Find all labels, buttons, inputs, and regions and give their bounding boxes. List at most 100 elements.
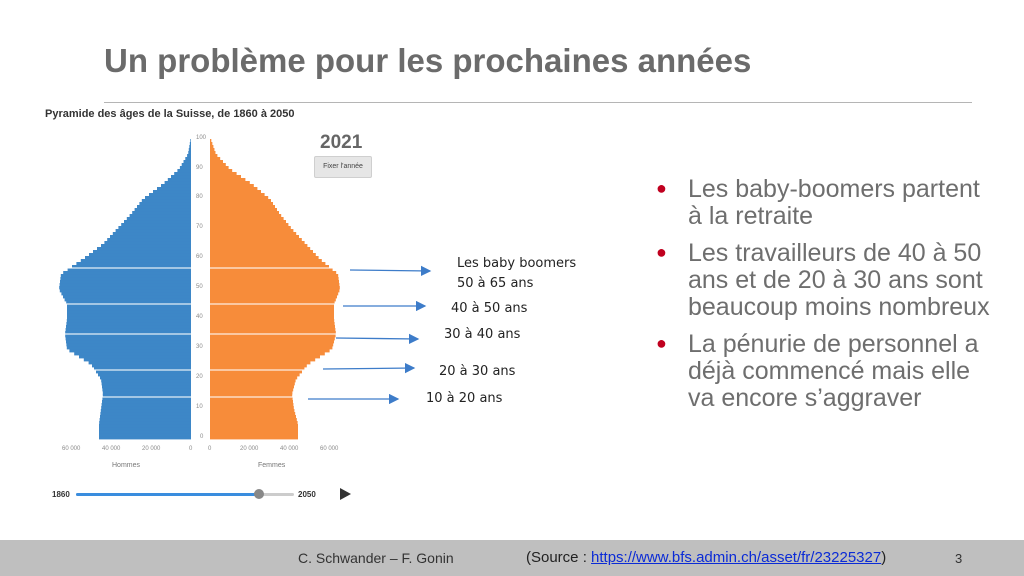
x-tick-left-60000: 60 000 bbox=[62, 446, 81, 452]
bar-women-age-89 bbox=[210, 169, 233, 173]
bar-women-age-61 bbox=[210, 253, 316, 257]
bar-men-age-81 bbox=[149, 193, 191, 197]
bar-men-age-80 bbox=[145, 196, 191, 200]
bar-men-age-93 bbox=[185, 157, 191, 161]
slider-handle[interactable] bbox=[254, 489, 265, 499]
bar-women-age-30 bbox=[210, 346, 333, 350]
bar-men-age-32 bbox=[66, 340, 191, 344]
bar-men-age-41 bbox=[67, 313, 191, 317]
y-tick-0: 0 bbox=[200, 434, 204, 440]
bar-women-age-84 bbox=[210, 184, 254, 188]
bar-women-age-54 bbox=[210, 274, 339, 278]
bar-women-age-24 bbox=[210, 364, 307, 368]
bar-men-age-13 bbox=[102, 397, 191, 401]
bar-women-age-6 bbox=[210, 418, 297, 422]
bar-men-age-95 bbox=[188, 151, 191, 155]
bar-men-age-21 bbox=[98, 373, 191, 377]
bar-men-age-9 bbox=[100, 409, 191, 413]
bar-men-age-8 bbox=[100, 412, 191, 416]
bar-women-age-47 bbox=[210, 295, 337, 299]
bar-men-age-22 bbox=[96, 370, 191, 374]
bar-women-age-53 bbox=[210, 277, 339, 281]
bar-women-age-85 bbox=[210, 181, 250, 185]
bar-women-age-86 bbox=[210, 178, 246, 182]
bar-women-age-52 bbox=[210, 280, 339, 284]
source-link[interactable]: https://www.bfs.admin.ch/asset/fr/232253… bbox=[591, 549, 882, 566]
bar-men-age-94 bbox=[187, 154, 191, 158]
bar-men-age-59 bbox=[80, 259, 191, 263]
play-icon[interactable] bbox=[340, 488, 351, 500]
bar-women-age-11 bbox=[210, 403, 294, 407]
bar-men-age-24 bbox=[92, 364, 191, 368]
bar-men-age-31 bbox=[66, 343, 191, 347]
bar-men-age-60 bbox=[85, 256, 191, 260]
bar-men-age-91 bbox=[181, 163, 191, 167]
x-tick-right-0: 0 bbox=[208, 446, 212, 452]
bar-women-age-37 bbox=[210, 325, 335, 329]
bar-women-age-16 bbox=[210, 388, 294, 392]
bar-men-age-97 bbox=[189, 145, 191, 149]
y-tick-20: 20 bbox=[196, 374, 203, 380]
y-tick-10: 10 bbox=[196, 404, 203, 410]
slide-title: Un problème pour les prochaines années bbox=[104, 42, 752, 79]
bar-men-age-46 bbox=[64, 298, 191, 302]
bar-men-age-19 bbox=[101, 379, 191, 383]
bar-women-age-62 bbox=[210, 250, 313, 254]
y-tick-60: 60 bbox=[196, 254, 203, 260]
bar-women-age-31 bbox=[210, 343, 334, 347]
bar-men-age-87 bbox=[171, 175, 191, 179]
bar-men-age-89 bbox=[177, 169, 191, 173]
fix-year-button[interactable]: Fixer l'année bbox=[314, 156, 372, 178]
x-title-men: Hommes bbox=[112, 462, 141, 469]
bar-men-age-15 bbox=[102, 391, 191, 395]
label-50-65: 50 à 65 ans bbox=[457, 276, 534, 291]
bar-men-age-51 bbox=[59, 283, 191, 287]
bar-women-age-70 bbox=[210, 226, 291, 230]
bar-men-age-56 bbox=[67, 268, 191, 272]
bar-men-age-67 bbox=[110, 235, 191, 239]
bar-women-age-46 bbox=[210, 298, 336, 302]
bar-women-age-17 bbox=[210, 385, 294, 389]
bar-men-age-38 bbox=[66, 322, 191, 326]
bar-women-age-2 bbox=[210, 430, 298, 434]
bar-women-age-3 bbox=[210, 427, 298, 431]
bar-women-age-26 bbox=[210, 358, 316, 362]
bar-men-age-54 bbox=[60, 274, 191, 278]
source-suffix: ) bbox=[881, 549, 887, 566]
bar-men-age-3 bbox=[99, 427, 191, 431]
year-slider[interactable] bbox=[76, 489, 294, 499]
bar-men-age-77 bbox=[137, 205, 191, 209]
bar-women-age-29 bbox=[210, 349, 330, 353]
bullet-list: ● Les baby-boomers partent à la retraite … bbox=[652, 176, 992, 422]
bar-women-age-63 bbox=[210, 247, 311, 251]
bullet-item: ● Les baby-boomers partent à la retraite bbox=[652, 176, 992, 230]
x-title-women: Femmes bbox=[258, 462, 286, 469]
bar-women-age-7 bbox=[210, 415, 296, 419]
bar-men-age-84 bbox=[161, 184, 191, 188]
bar-men-age-73 bbox=[126, 217, 191, 221]
bar-men-age-99 bbox=[190, 139, 191, 143]
bar-men-age-6 bbox=[99, 418, 191, 422]
footer-bar: C. Schwander – F. Gonin (Source : https:… bbox=[0, 540, 1024, 576]
bar-men-age-7 bbox=[100, 415, 191, 419]
bar-women-age-94 bbox=[210, 154, 218, 158]
bar-women-age-39 bbox=[210, 319, 335, 323]
bar-men-age-18 bbox=[101, 382, 191, 386]
bullet-dot-icon: ● bbox=[656, 178, 667, 198]
bullet-item: ● La pénurie de personnel a déjà commencé… bbox=[652, 331, 992, 412]
bar-men-age-72 bbox=[124, 220, 191, 224]
bar-men-age-44 bbox=[67, 304, 191, 308]
bar-men-age-27 bbox=[79, 355, 191, 359]
bar-men-age-4 bbox=[99, 424, 191, 428]
bar-men-age-62 bbox=[93, 250, 191, 254]
bar-women-age-66 bbox=[210, 238, 302, 242]
bar-women-age-88 bbox=[210, 172, 237, 176]
bar-women-age-93 bbox=[210, 157, 221, 161]
bar-women-age-15 bbox=[210, 391, 293, 395]
bar-women-age-36 bbox=[210, 328, 336, 332]
bar-men-age-76 bbox=[134, 208, 191, 212]
bar-men-age-40 bbox=[67, 316, 191, 320]
slider-fill bbox=[76, 493, 260, 496]
y-tick-30: 30 bbox=[196, 344, 203, 350]
bar-men-age-65 bbox=[104, 241, 191, 245]
